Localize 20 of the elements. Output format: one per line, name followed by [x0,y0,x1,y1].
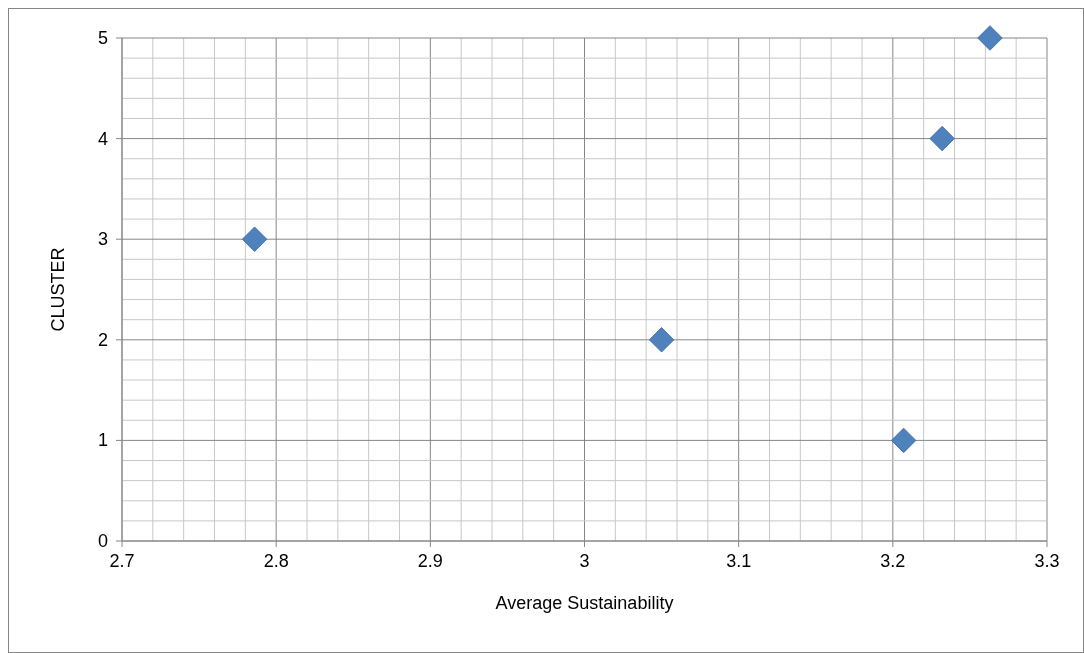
y-tick-label: 2 [97,329,108,350]
y-axis-title: CLUSTER [48,247,68,332]
x-axis-title: Average Sustainability [495,593,674,613]
point [241,226,268,252]
y-tick-label: 0 [97,531,108,551]
point [648,327,675,353]
y-tick-label: 3 [97,229,108,250]
x-tick-label: 2.9 [417,551,443,571]
x-tick-label: 3.2 [880,551,906,571]
y-tick-label: 4 [97,128,108,149]
x-tick-label: 2.8 [263,551,289,571]
x-tick-label: 2.7 [109,551,135,571]
y-tick-label: 5 [97,28,108,48]
x-tick-label: 3.1 [726,551,752,571]
point [929,125,955,152]
y-tick-label: 1 [97,430,108,451]
point [890,427,917,454]
point [977,25,1003,51]
x-tick-label: 3 [579,551,590,571]
x-tick-label: 3.3 [1034,551,1060,571]
